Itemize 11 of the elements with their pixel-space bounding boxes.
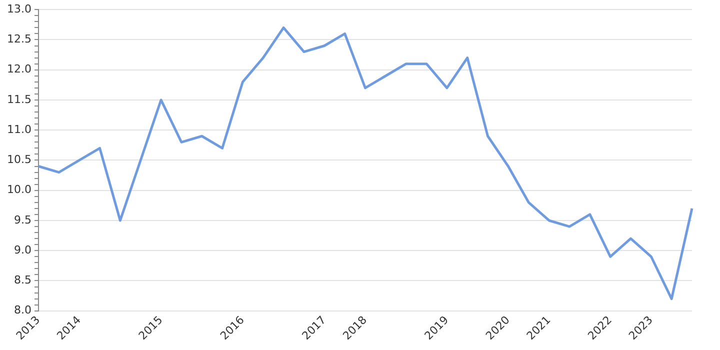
y-tick-label: 8.5 <box>14 274 32 287</box>
y-tick-label: 12.5 <box>6 32 32 46</box>
y-tick-label: 9.5 <box>14 213 32 226</box>
y-tick-label: 12.0 <box>6 62 32 76</box>
y-tick-label: 11.5 <box>6 92 32 106</box>
y-tick-label: 8.0 <box>14 304 32 317</box>
y-tick-label: 13.0 <box>6 2 32 16</box>
y-tick-label: 11.0 <box>6 122 32 136</box>
y-tick-label: 10.0 <box>6 183 32 196</box>
y-tick-label: 10.5 <box>6 153 32 166</box>
y-tick-label: 9.0 <box>14 243 32 256</box>
